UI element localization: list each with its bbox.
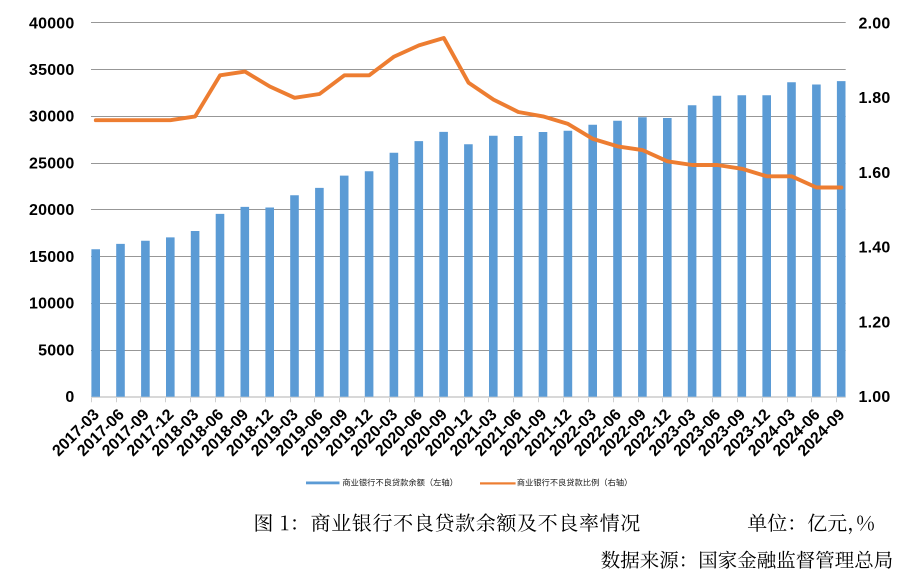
svg-text:35000: 35000 (29, 62, 75, 79)
svg-text:1.20: 1.20 (859, 314, 891, 331)
svg-text:40000: 40000 (29, 15, 75, 32)
svg-text:5000: 5000 (38, 342, 74, 359)
svg-text:1.00: 1.00 (859, 389, 891, 406)
svg-text:20000: 20000 (29, 202, 75, 219)
svg-text:10000: 10000 (29, 296, 75, 313)
svg-text:1.60: 1.60 (859, 165, 891, 182)
svg-text:15000: 15000 (29, 249, 75, 266)
svg-text:30000: 30000 (29, 109, 75, 126)
svg-text:1.40: 1.40 (859, 240, 891, 257)
svg-text:2.00: 2.00 (859, 15, 891, 32)
svg-text:0: 0 (65, 389, 74, 406)
svg-text:25000: 25000 (29, 156, 75, 173)
svg-text:1.80: 1.80 (859, 90, 891, 107)
